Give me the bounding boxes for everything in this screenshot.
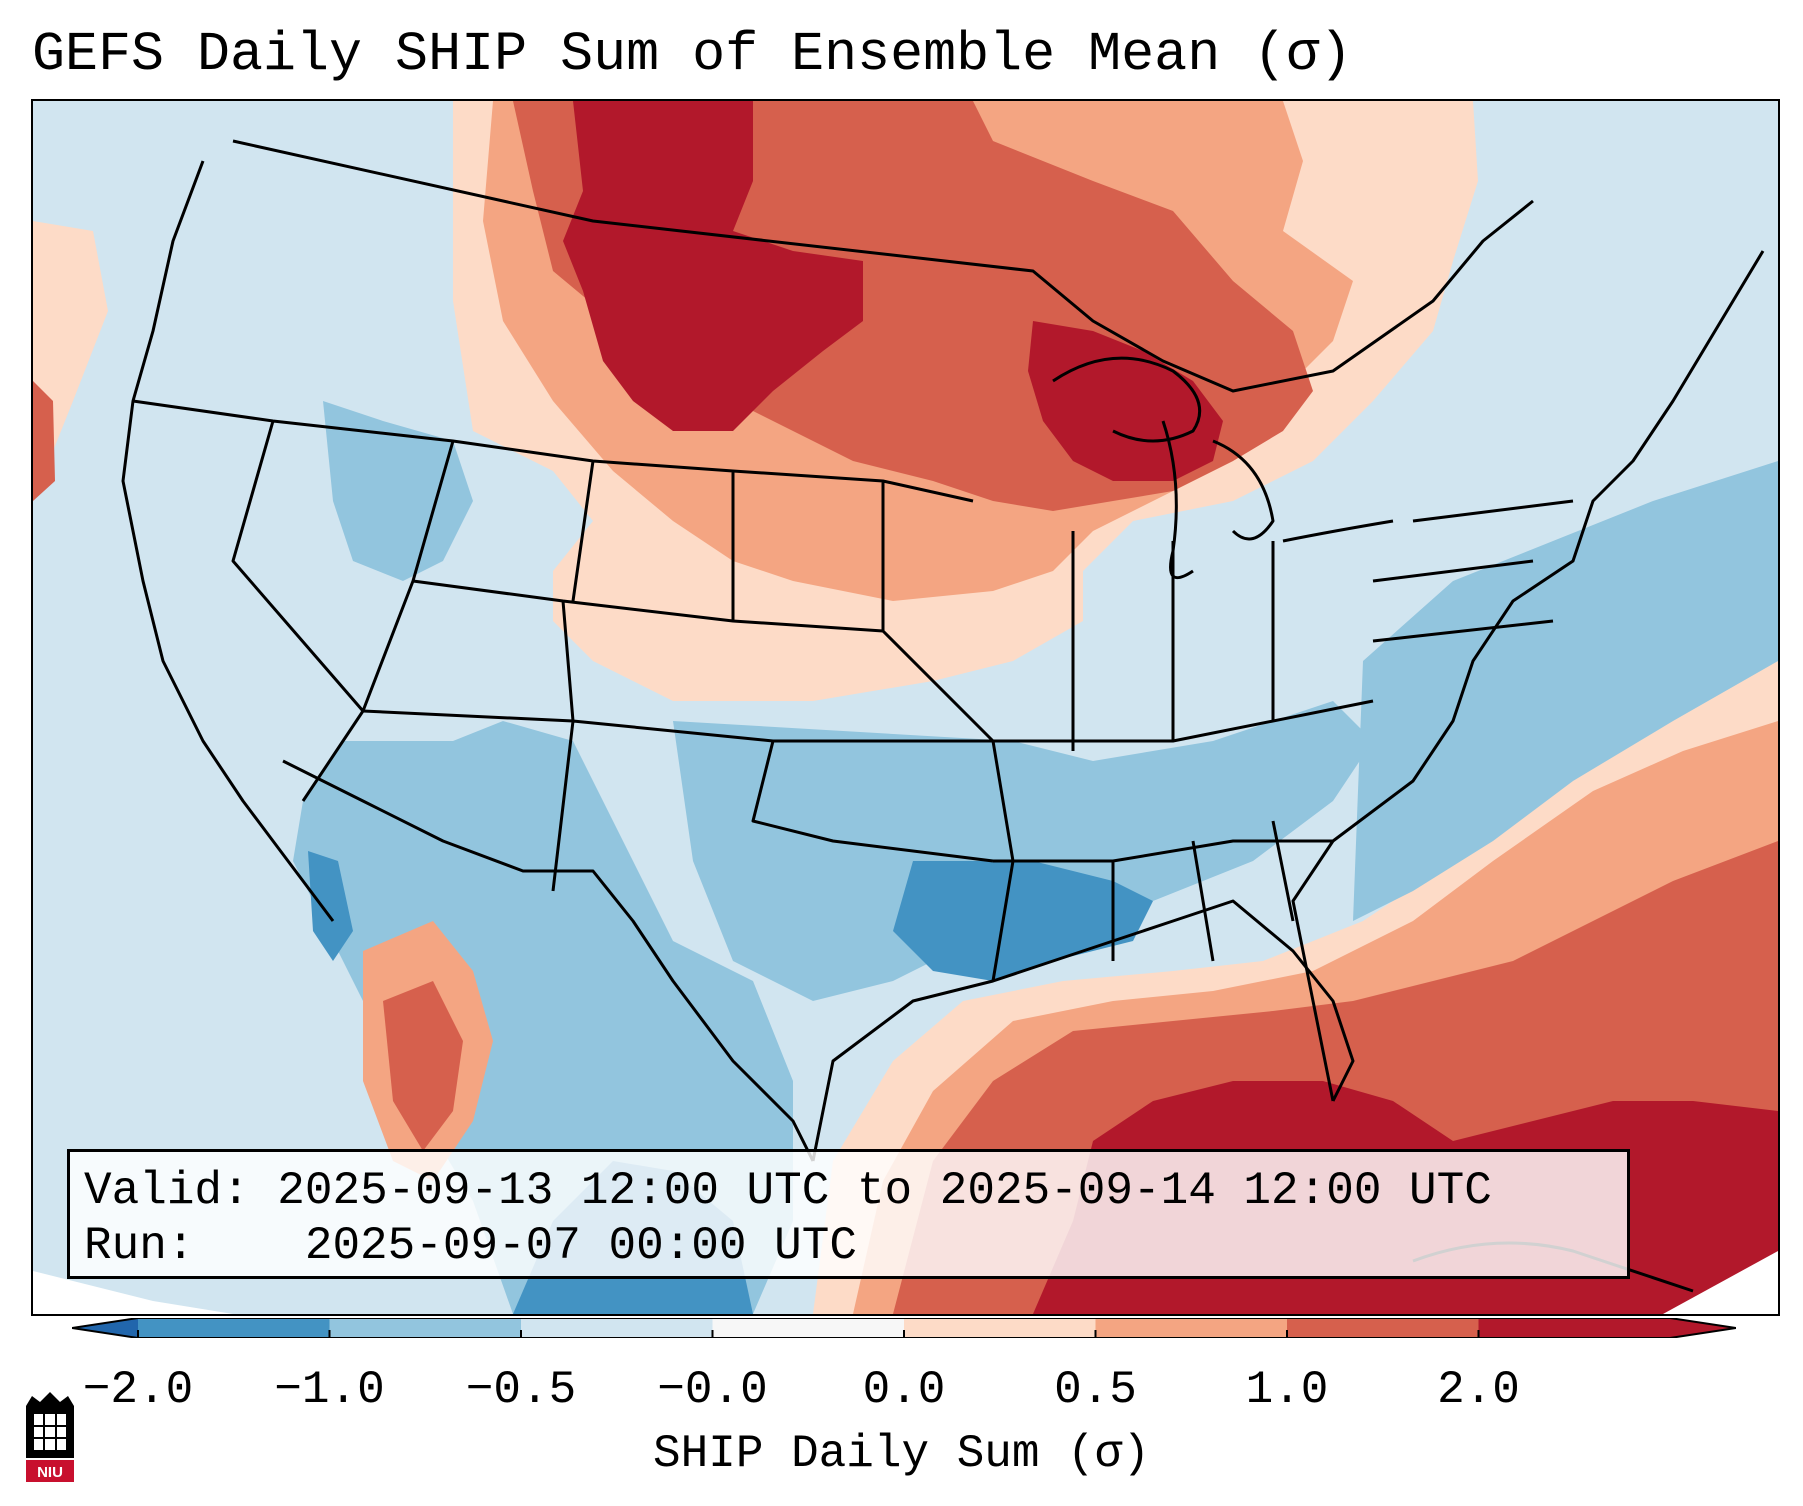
atlantic-coast [1291,250,1765,1102]
logo-text: NIU [37,1464,63,1481]
niu-logo: NIU [26,1392,74,1482]
colorbar-tick-label: 0.0 [862,1364,946,1416]
map-svg [33,101,1778,1314]
run-time: 2025-09-07 00:00 UTC [304,1220,857,1272]
map-projection-edge-right [1663,1251,1778,1314]
colorbar-bin [1095,1318,1288,1338]
field-pacific-strong [33,381,55,501]
colorbar-bin [1478,1318,1671,1338]
colorbar-tick-label: −0.5 [465,1364,577,1416]
field-greatlakes-extreme [1028,321,1223,481]
field-north-extreme [563,101,863,431]
colorbar-bin [329,1318,522,1338]
field-baja-strong-negative [308,851,353,961]
colorbar-bin [1287,1318,1479,1338]
colorbar-tick-label: −0.0 [657,1364,768,1416]
colorbar-tick-label: −2.0 [82,1364,194,1416]
field-south-central-negative [673,701,1373,1001]
state-lines-central [362,531,1374,982]
colorbar-label: SHIP Daily Sum (σ) [653,1428,1150,1480]
boundaries [121,139,1765,1293]
colorbar-tick-label: 0.5 [1054,1364,1137,1416]
state-lines-west [132,399,974,802]
run-label: Run: [84,1220,195,1272]
great-lakes [1052,356,1394,580]
colorbar-bin [521,1318,713,1338]
map-projection-edge-left [33,1271,233,1314]
colorbar-tick-label: 1.0 [1245,1364,1329,1416]
logo-window-grid [34,1414,66,1450]
field-mexico-strong [383,981,463,1151]
colorbar-tick-label: 2.0 [1437,1364,1520,1416]
field-northwest-negative [323,401,473,581]
colorbar-bin [138,1318,330,1338]
state-lines-east [993,499,1574,962]
field-louisiana-strong-negative [893,861,1153,981]
logo-window [34,1414,66,1450]
colorbar-bin [904,1318,1096,1338]
chart-title: GEFS Daily SHIP Sum of Ensemble Mean (σ) [32,23,1353,86]
colorbar-tick-label: −1.0 [274,1364,385,1416]
gulf-coast [811,899,1355,1162]
valid-time: 2025-09-13 12:00 UTC to 2025-09-14 12:00… [277,1165,1492,1217]
us-canada-border [232,139,1534,393]
colorbar-extend-under [72,1318,138,1338]
map-panel [31,99,1780,1316]
field-atlantic-negative [1353,461,1778,921]
us-west-coast [121,160,335,922]
valid-label: Valid: [84,1165,250,1217]
colorbar-bin [712,1318,905,1338]
colorbar [72,1318,1736,1338]
colorbar-extend-over [1670,1318,1736,1338]
valid-run-info-box: Valid: 2025-09-13 12:00 UTC to 2025-09-1… [67,1149,1630,1279]
us-mexico-border [282,759,815,1162]
logo-banner [26,1460,74,1482]
